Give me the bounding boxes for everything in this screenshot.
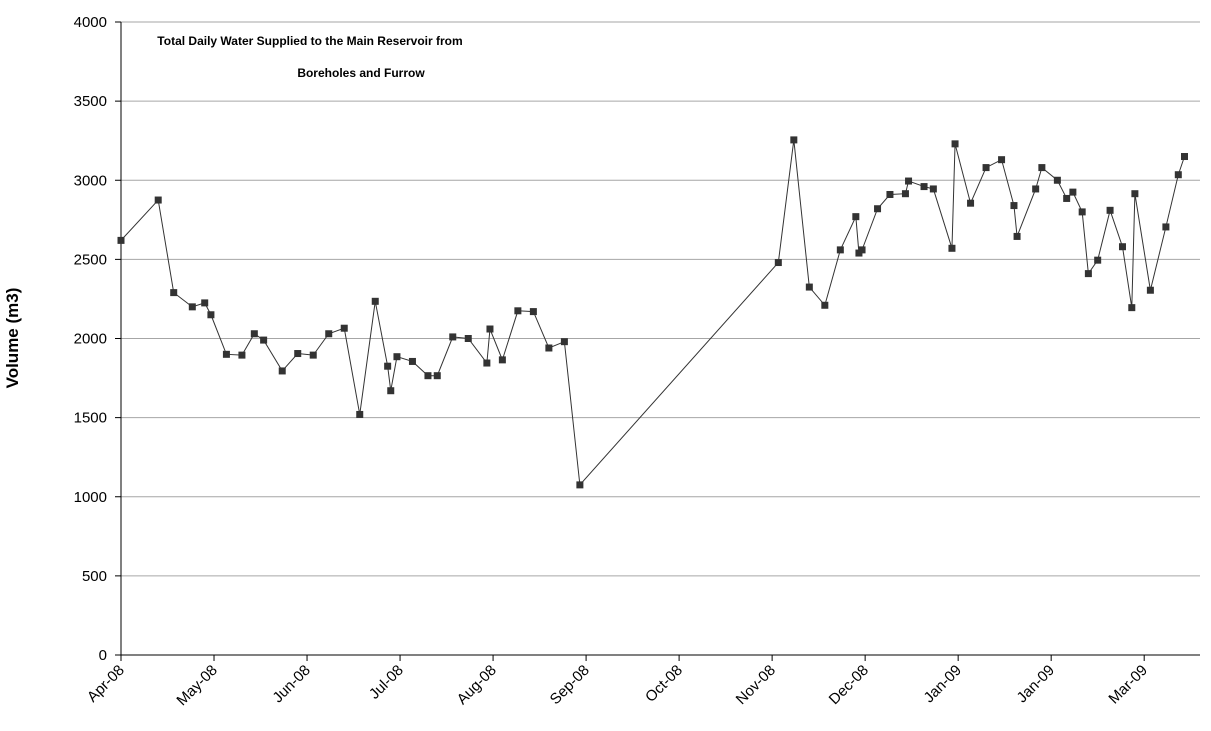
y-tick-label: 1000: [74, 489, 107, 506]
x-tick-label: Nov-08: [733, 662, 779, 708]
marker: [170, 289, 178, 297]
marker: [387, 387, 395, 395]
marker: [967, 199, 975, 207]
marker: [1180, 153, 1188, 161]
marker: [393, 353, 401, 361]
y-tick-label: 0: [99, 647, 107, 664]
marker: [424, 372, 432, 380]
x-tick-label: Sep-08: [547, 662, 593, 708]
x-tick-label: Jun-08: [269, 662, 313, 706]
marker: [1128, 304, 1136, 312]
marker: [1013, 232, 1021, 240]
marker: [852, 213, 860, 221]
y-tick-label: 1500: [74, 410, 107, 427]
marker: [309, 351, 317, 359]
marker: [858, 246, 866, 254]
marker: [920, 183, 928, 191]
y-tick-label: 2000: [74, 331, 107, 348]
x-tick-label: Apr-08: [84, 662, 128, 706]
marker: [433, 372, 441, 380]
y-tick-label: 2500: [74, 251, 107, 268]
y-tick-label: 3000: [74, 172, 107, 189]
marker: [325, 330, 333, 338]
y-axis-label: Volume (m3): [3, 288, 22, 389]
marker: [774, 259, 782, 267]
marker: [188, 303, 196, 311]
marker: [1010, 202, 1018, 210]
marker: [250, 330, 258, 338]
y-tick-label: 3500: [74, 93, 107, 110]
line: [120, 139, 1185, 487]
marker: [371, 297, 379, 305]
marker: [560, 338, 568, 346]
marker: [1069, 188, 1077, 196]
marker: [905, 177, 913, 185]
marker: [1118, 243, 1126, 251]
marker: [238, 351, 246, 359]
marker: [948, 244, 956, 252]
chart-title: Total Daily Water Supplied to the Main R…: [157, 34, 462, 48]
marker: [1032, 185, 1040, 193]
marker: [1084, 270, 1092, 278]
marker: [514, 307, 522, 315]
marker: [545, 344, 553, 352]
marker: [1146, 286, 1154, 294]
marker: [340, 324, 348, 332]
marker: [576, 481, 584, 489]
marker: [356, 410, 364, 418]
marker: [483, 359, 491, 367]
marker: [1106, 206, 1114, 214]
marker: [836, 246, 844, 254]
marker: [384, 362, 392, 370]
marker: [998, 156, 1006, 164]
marker: [1131, 190, 1139, 198]
marker: [1162, 223, 1170, 231]
marker: [1063, 194, 1071, 202]
marker: [886, 190, 894, 198]
marker: [821, 301, 829, 309]
marker: [260, 336, 268, 344]
x-tick-label: Aug-08: [454, 662, 500, 708]
marker: [278, 367, 286, 375]
marker: [874, 205, 882, 213]
marker: [1094, 256, 1102, 264]
marker: [1078, 208, 1086, 216]
x-tick-label: May-08: [173, 662, 220, 709]
marker: [449, 333, 457, 341]
x-tick-label: Jul-08: [366, 662, 407, 703]
marker: [408, 357, 416, 365]
marker: [154, 196, 162, 204]
marker: [201, 299, 209, 307]
y-tick-label: 4000: [74, 14, 107, 31]
chart-title: Boreholes and Furrow: [297, 66, 425, 80]
marker: [117, 236, 125, 244]
marker: [1174, 171, 1182, 179]
marker: [498, 356, 506, 364]
x-tick-label: Jan-09: [1014, 662, 1058, 706]
marker: [222, 350, 230, 358]
marker: [951, 140, 959, 148]
marker: [486, 325, 494, 333]
marker: [1038, 164, 1046, 172]
marker: [790, 136, 798, 144]
x-tick-label: Jan-09: [921, 662, 965, 706]
marker: [901, 190, 909, 198]
marker: [529, 308, 537, 316]
x-tick-label: Dec-08: [826, 662, 872, 708]
marker: [294, 350, 302, 358]
marker: [929, 185, 937, 193]
marker: [1053, 176, 1061, 184]
marker: [805, 283, 813, 291]
marker: [464, 335, 472, 342]
marker: [207, 311, 215, 319]
marker: [982, 164, 990, 172]
x-tick-label: Oct-08: [642, 662, 686, 706]
x-tick-label: Mar-09: [1105, 662, 1151, 708]
y-tick-label: 500: [82, 568, 107, 585]
